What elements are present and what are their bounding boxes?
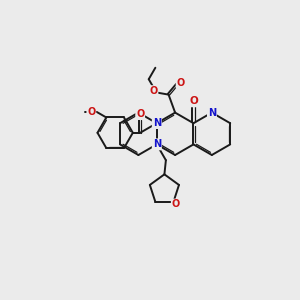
Text: N: N: [153, 118, 161, 128]
Text: O: O: [149, 86, 158, 96]
Text: N: N: [153, 140, 161, 149]
Text: O: O: [87, 107, 95, 117]
Text: N: N: [153, 140, 161, 149]
Text: O: O: [176, 78, 185, 88]
Text: O: O: [136, 109, 144, 119]
Text: N: N: [208, 108, 216, 118]
Text: N: N: [153, 118, 161, 128]
Text: O: O: [189, 96, 198, 106]
Text: N: N: [208, 108, 216, 118]
Text: O: O: [172, 200, 180, 209]
